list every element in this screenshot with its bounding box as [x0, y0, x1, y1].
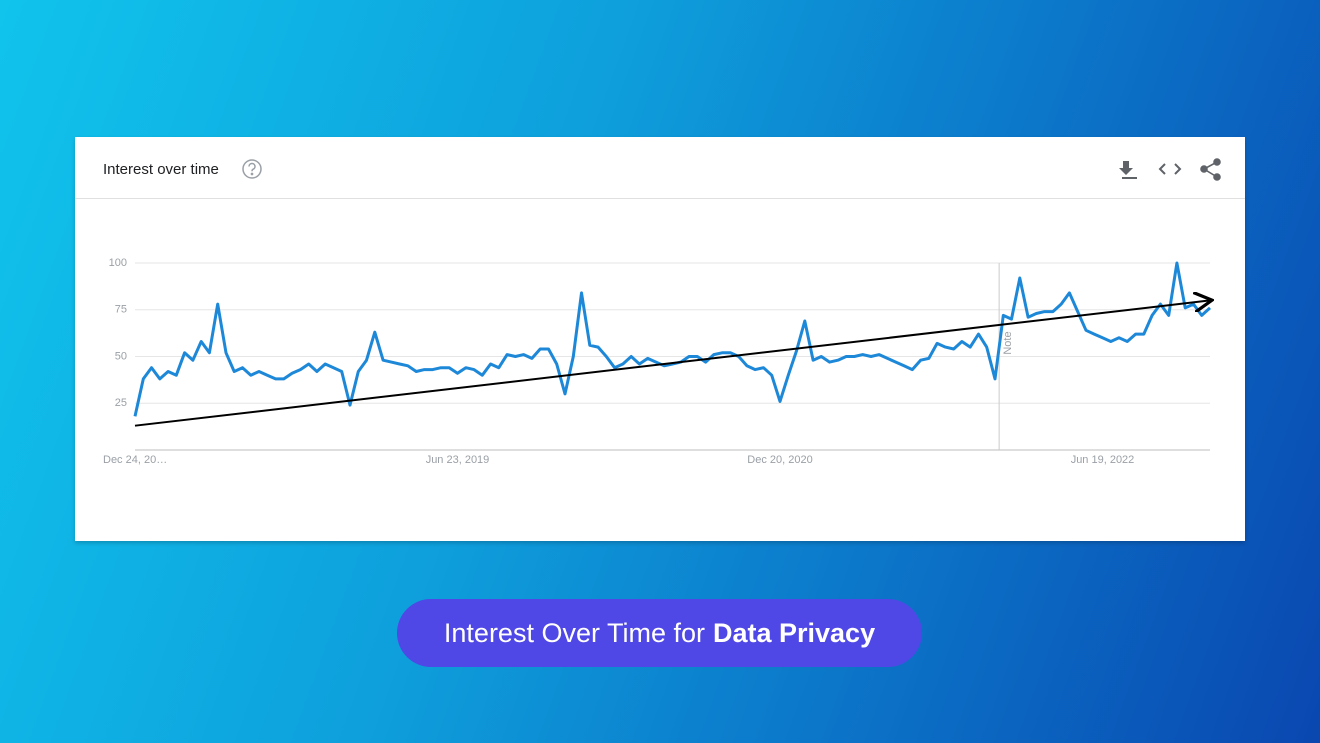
x-tick-label: Jun 19, 2022	[1071, 454, 1135, 466]
caption-pill: Interest Over Time for Data Privacy	[397, 599, 922, 667]
chart: 25 50 75 100 Dec 24, 20… Jun 23, 2019 Dec 20, …	[103, 257, 1245, 466]
header-rule	[75, 198, 1245, 199]
card-title: Interest over time	[103, 161, 219, 178]
share-icon[interactable]	[1200, 158, 1221, 181]
help-icon[interactable]	[242, 159, 262, 179]
trend-arrow	[134, 300, 1210, 427]
x-tick-label: Dec 24, 20…	[103, 454, 167, 466]
card: Interest over time 25 50 75 100 Dec 24, 20… J…	[75, 137, 1245, 541]
y-tick-label: 100	[109, 257, 127, 269]
header-icons	[242, 158, 1221, 181]
series-line	[133, 261, 1212, 417]
y-tick-label: 50	[115, 350, 127, 362]
download-icon[interactable]	[1119, 161, 1137, 179]
y-tick-label: 75	[115, 304, 127, 316]
caption-lead: Interest Over Time for	[443, 617, 705, 648]
x-tick-label: Jun 23, 2019	[426, 454, 490, 466]
note-label: Note	[1002, 331, 1014, 354]
x-tick-label: Dec 20, 2020	[747, 454, 812, 466]
caption-emphasis: Data Privacy	[712, 617, 876, 648]
y-tick-label: 25	[115, 397, 127, 409]
embed-icon[interactable]	[1158, 163, 1182, 175]
